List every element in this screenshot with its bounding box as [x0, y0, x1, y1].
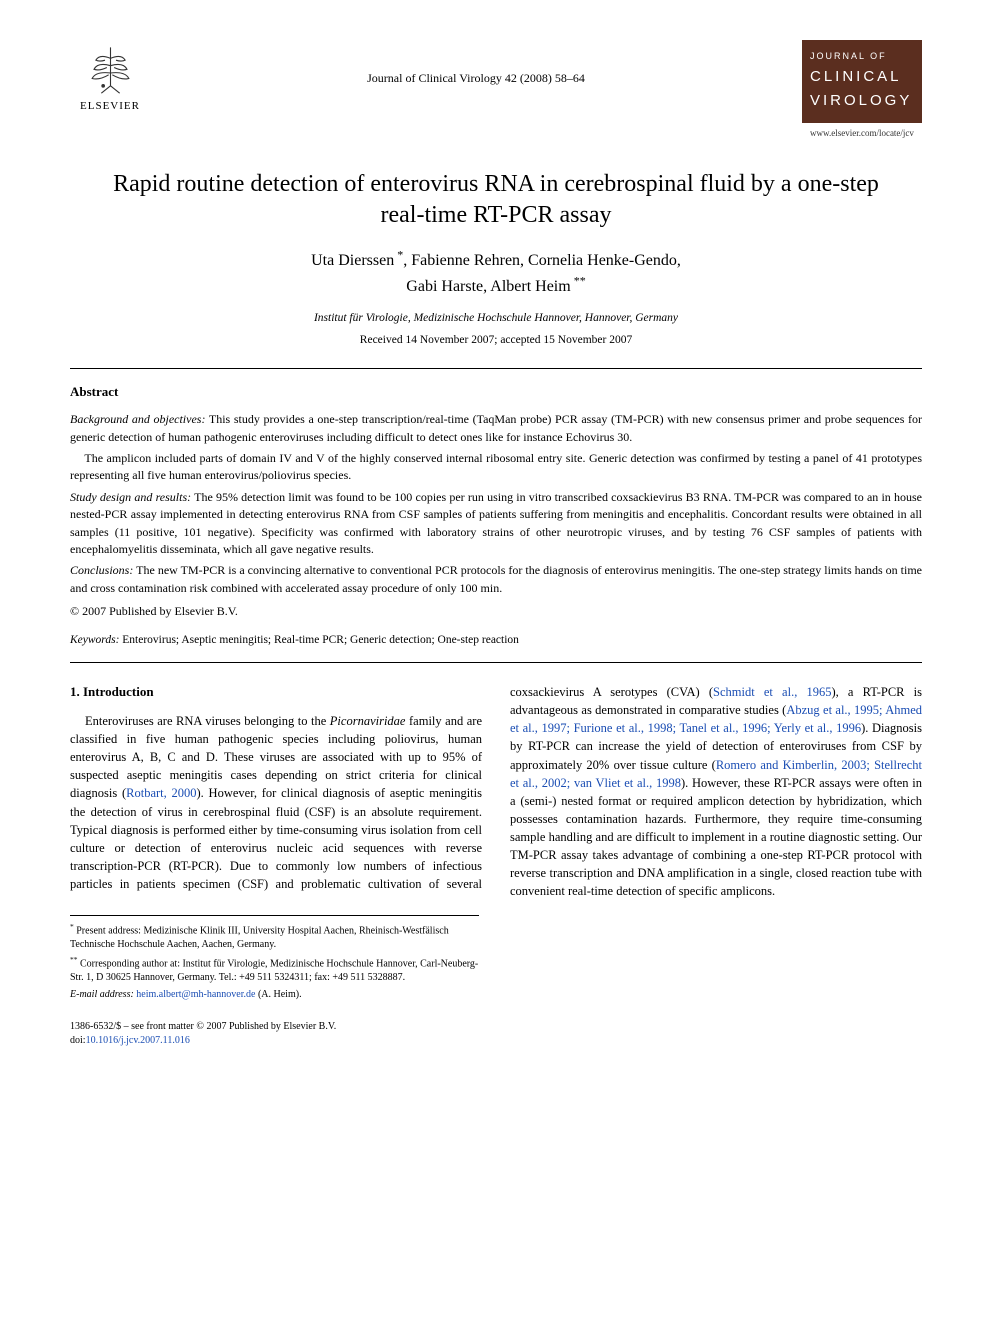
journal-reference: Journal of Clinical Virology 42 (2008) 5…	[150, 40, 802, 87]
citation-link[interactable]: Rotbart, 2000	[126, 786, 196, 800]
footnote-2: ** Corresponding author at: Institut für…	[70, 955, 479, 985]
elsevier-tree-icon	[83, 40, 138, 95]
keywords-lead: Keywords:	[70, 634, 119, 646]
abstract-p4-lead: Conclusions:	[70, 563, 133, 577]
keywords: Keywords: Enterovirus; Aseptic meningiti…	[70, 632, 922, 648]
page-header: ELSEVIER Journal of Clinical Virology 42…	[70, 40, 922, 139]
abstract-p4-body: The new TM-PCR is a convincing alternati…	[70, 563, 922, 594]
abstract-p4: Conclusions: The new TM-PCR is a convinc…	[70, 562, 922, 597]
intro-heading: 1. Introduction	[70, 683, 482, 702]
doi-line: doi:10.1016/j.jcv.2007.11.016	[70, 1034, 922, 1048]
journal-cover-box: JOURNAL OF CLINICAL VIROLOGY	[802, 40, 922, 123]
citation-link[interactable]: Schmidt et al., 1965	[713, 685, 831, 699]
journal-cover: JOURNAL OF CLINICAL VIROLOGY www.elsevie…	[802, 40, 922, 139]
journal-url: www.elsevier.com/locate/jcv	[802, 127, 922, 140]
abstract-heading: Abstract	[70, 383, 922, 401]
abstract-p3-lead: Study design and results:	[70, 490, 191, 504]
article-dates: Received 14 November 2007; accepted 15 N…	[70, 332, 922, 348]
article-title: Rapid routine detection of enterovirus R…	[110, 169, 882, 231]
footnote-email: E-mail address: heim.albert@mh-hannover.…	[70, 988, 479, 1002]
bottom-meta: 1386-6532/$ – see front matter © 2007 Pu…	[70, 1020, 922, 1048]
doi-link[interactable]: 10.1016/j.jcv.2007.11.016	[86, 1035, 190, 1046]
publisher-logo: ELSEVIER	[70, 40, 150, 114]
footnote-1: * Present address: Medizinische Klinik I…	[70, 922, 479, 952]
abstract-copyright: © 2007 Published by Elsevier B.V.	[70, 603, 922, 620]
abstract-section: Abstract Background and objectives: This…	[70, 368, 922, 663]
cover-line3: VIROLOGY	[810, 90, 914, 113]
abstract-p3: Study design and results: The 95% detect…	[70, 489, 922, 559]
abstract-p2: The amplicon included parts of domain IV…	[70, 450, 922, 485]
footnotes: * Present address: Medizinische Klinik I…	[70, 915, 479, 1003]
cover-line2: CLINICAL	[810, 66, 914, 89]
authors-text: Uta Dierssen *, Fabienne Rehren, Corneli…	[311, 252, 681, 295]
abstract-p3-body: The 95% detection limit was found to be …	[70, 490, 922, 556]
abstract-p1: Background and objectives: This study pr…	[70, 411, 922, 446]
affiliation: Institut für Virologie, Medizinische Hoc…	[70, 310, 922, 326]
intro-p1: Enteroviruses are RNA viruses belonging …	[70, 683, 922, 901]
authors-line: Uta Dierssen *, Fabienne Rehren, Corneli…	[70, 246, 922, 297]
issn-line: 1386-6532/$ – see front matter © 2007 Pu…	[70, 1020, 922, 1034]
publisher-name: ELSEVIER	[70, 99, 150, 114]
abstract-p1-lead: Background and objectives:	[70, 412, 205, 426]
body-text: 1. Introduction Enteroviruses are RNA vi…	[70, 683, 922, 901]
email-link[interactable]: heim.albert@mh-hannover.de	[136, 989, 255, 1000]
cover-line1: JOURNAL OF	[810, 51, 887, 61]
keywords-body: Enterovirus; Aseptic meningitis; Real-ti…	[119, 634, 519, 646]
